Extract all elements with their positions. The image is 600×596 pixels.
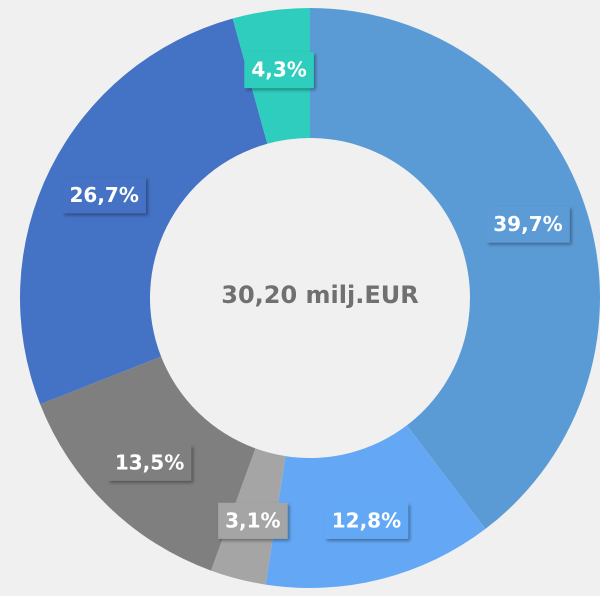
data-label-box <box>244 52 314 89</box>
data-label: 4,3% <box>251 58 306 82</box>
data-label: 13,5% <box>115 450 184 474</box>
slice <box>310 8 600 529</box>
data-label: 12,8% <box>332 508 401 532</box>
data-label-box <box>324 502 409 539</box>
labels: 39,7% 12,8% 3,1% 13,5% 26,7% 4,3% <box>62 52 570 539</box>
data-label-box <box>62 177 146 214</box>
data-label-group: 3,1% <box>218 502 288 539</box>
data-label-group: 4,3% <box>244 52 314 89</box>
data-label: 3,1% <box>225 508 280 532</box>
data-label-group: 13,5% <box>107 444 192 481</box>
data-label-group: 26,7% <box>62 177 146 214</box>
data-label-box <box>218 502 288 539</box>
data-label: 26,7% <box>70 183 139 207</box>
data-label-group: 39,7% <box>486 206 570 243</box>
data-label-box <box>486 206 570 243</box>
data-label-group: 12,8% <box>324 502 409 539</box>
center-label: 30,20 milj.EUR <box>221 281 418 309</box>
data-label-box <box>107 444 192 481</box>
data-label: 39,7% <box>493 212 562 236</box>
